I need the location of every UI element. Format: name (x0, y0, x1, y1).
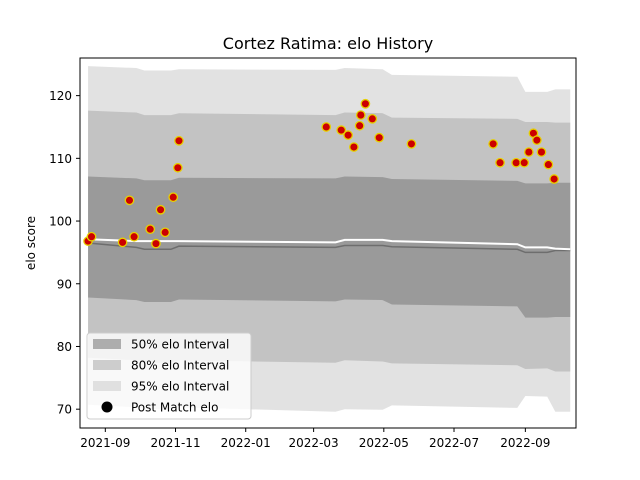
data-point (343, 130, 353, 140)
legend-swatch (93, 339, 121, 349)
data-point (129, 231, 139, 242)
data-point (174, 135, 184, 146)
legend-swatch (93, 381, 121, 391)
data-point (349, 142, 359, 152)
data-point (151, 238, 161, 249)
median-lines (87, 238, 571, 254)
y-axis: 70 80 90 100 110 120 (49, 89, 80, 417)
data-point (117, 237, 128, 248)
data-point (354, 120, 365, 131)
data-point (495, 157, 505, 168)
x-tick-label: 2022-03 (289, 436, 339, 450)
data-point (488, 139, 498, 149)
data-point (172, 162, 183, 173)
legend-label: 95% elo Interval (131, 380, 229, 394)
legend-label: 80% elo Interval (131, 359, 229, 373)
y-tick-label: 70 (57, 403, 72, 417)
legend: 50% elo Interval 80% elo Interval 95% elo … (86, 332, 252, 420)
y-tick-label: 110 (49, 152, 72, 166)
data-point (321, 122, 332, 132)
data-point (549, 174, 559, 184)
post-match-points (83, 98, 559, 249)
y-tick-label: 120 (49, 89, 72, 103)
data-point (336, 125, 347, 135)
legend-marker (101, 401, 113, 413)
chart-title: Cortez Ratima: elo History (223, 34, 433, 53)
y-tick-label: 100 (49, 215, 72, 229)
expected-line (88, 238, 571, 251)
data-point (360, 98, 371, 109)
data-point (86, 231, 97, 242)
data-point (168, 192, 179, 203)
data-point (355, 110, 366, 120)
plot-frame (79, 57, 577, 429)
data-point (519, 157, 530, 168)
legend-frame (86, 332, 252, 420)
data-point (543, 159, 554, 170)
data-point (367, 113, 378, 124)
data-point (374, 132, 385, 143)
data-point (160, 227, 171, 238)
legend-label: Post Match elo (131, 401, 218, 415)
y-axis-label: elo score (24, 216, 38, 270)
data-point (523, 147, 534, 157)
data-point (124, 195, 135, 206)
x-tick-label: 2022-05 (359, 436, 409, 450)
data-point (406, 139, 417, 149)
x-tick-label: 2022-07 (429, 436, 479, 450)
data-point (536, 147, 547, 157)
y-tick-label: 80 (57, 340, 72, 354)
x-axis: 2021-09 2021-11 2022-01 2022-03 2022-05 2022-… (80, 428, 550, 450)
y-tick-label: 90 (57, 277, 72, 291)
x-tick-label: 2022-01 (221, 436, 271, 450)
data-point (145, 224, 156, 235)
median-line (87, 242, 571, 254)
interval-bands (88, 66, 571, 412)
x-tick-label: 2021-11 (150, 436, 200, 450)
legend-swatch (93, 360, 121, 370)
data-point (511, 157, 522, 168)
data-point (155, 204, 166, 215)
x-tick-label: 2022-09 (500, 436, 550, 450)
legend-label: 50% elo Interval (131, 338, 229, 352)
data-point (532, 135, 542, 145)
x-tick-label: 2021-09 (80, 436, 130, 450)
